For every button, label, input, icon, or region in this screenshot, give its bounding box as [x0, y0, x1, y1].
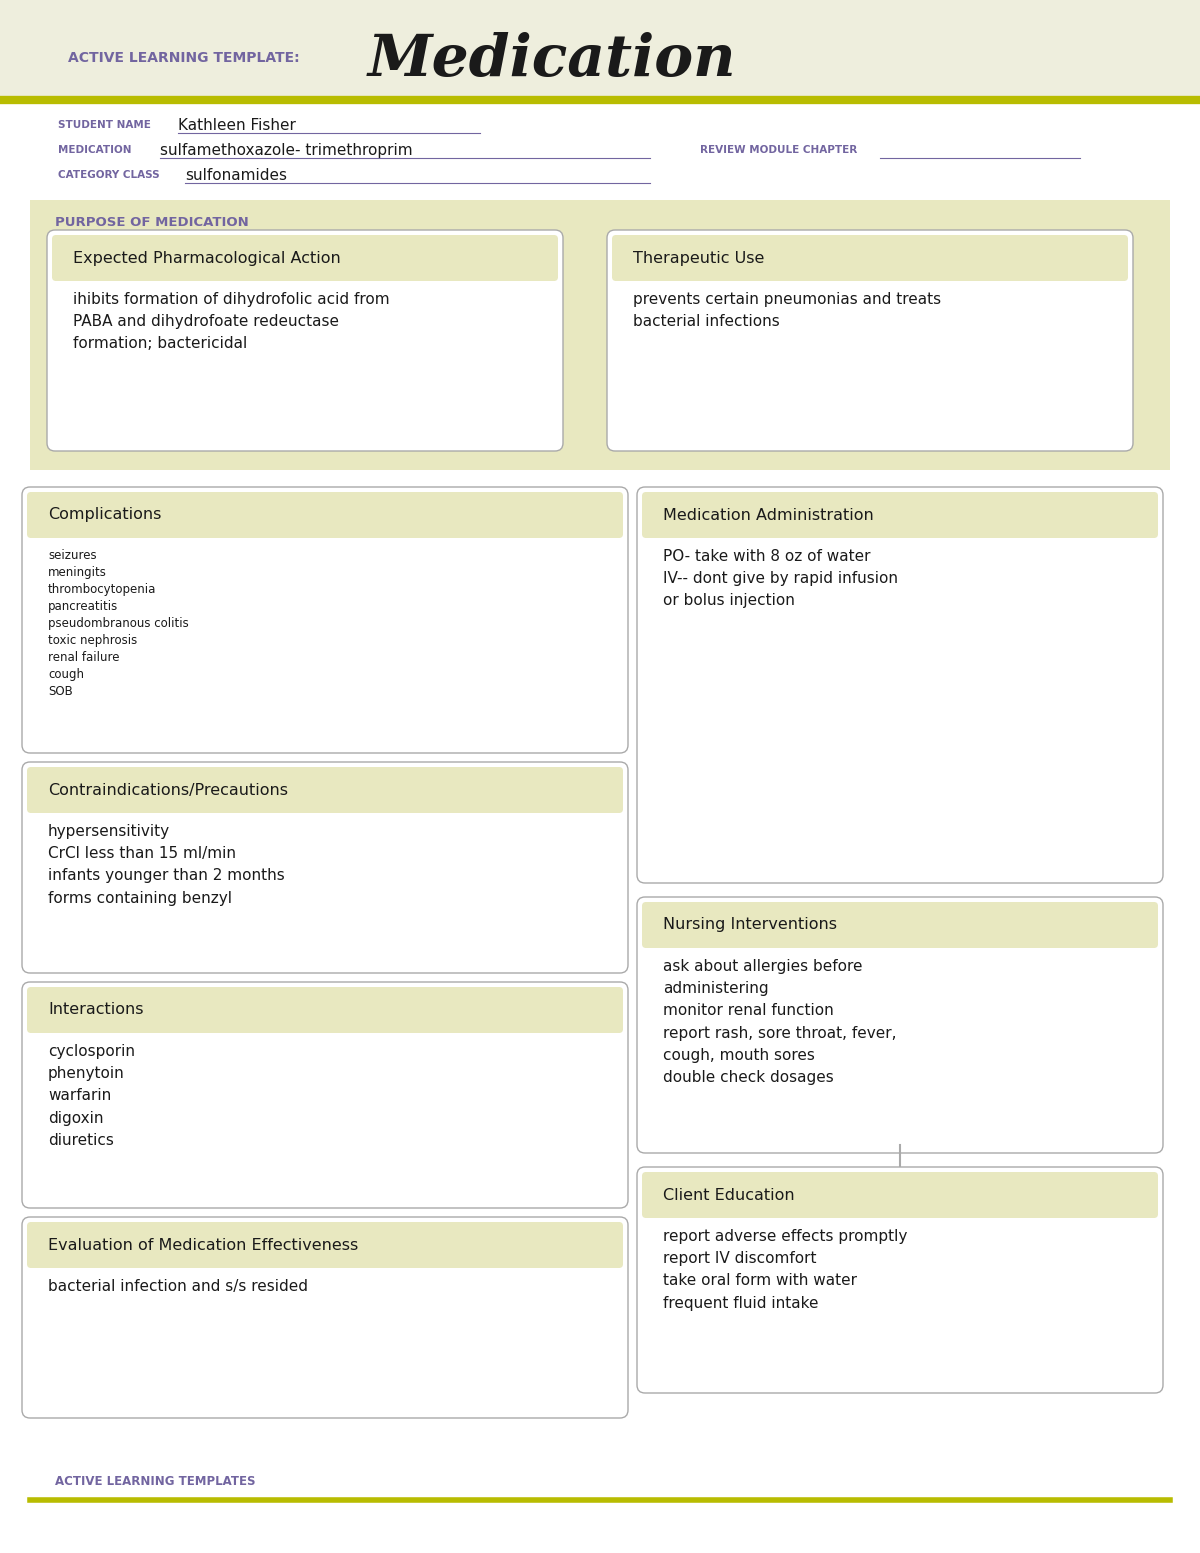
- Text: prevents certain pneumonias and treats
bacterial infections: prevents certain pneumonias and treats b…: [634, 292, 941, 329]
- FancyBboxPatch shape: [607, 230, 1133, 450]
- Text: MEDICATION: MEDICATION: [58, 144, 132, 155]
- Text: Evaluation of Medication Effectiveness: Evaluation of Medication Effectiveness: [48, 1238, 359, 1253]
- Text: Nursing Interventions: Nursing Interventions: [662, 918, 838, 932]
- Text: sulfamethoxazole- trimethroprim: sulfamethoxazole- trimethroprim: [160, 143, 413, 157]
- FancyBboxPatch shape: [637, 898, 1163, 1152]
- Text: Interactions: Interactions: [48, 1003, 144, 1017]
- FancyBboxPatch shape: [642, 1173, 1158, 1218]
- Text: Contraindications/Precautions: Contraindications/Precautions: [48, 783, 288, 798]
- Polygon shape: [30, 200, 1170, 471]
- FancyBboxPatch shape: [47, 230, 563, 450]
- FancyBboxPatch shape: [642, 902, 1158, 947]
- Text: report adverse effects promptly
report IV discomfort
take oral form with water
f: report adverse effects promptly report I…: [662, 1228, 907, 1311]
- Text: Medication Administration: Medication Administration: [662, 508, 874, 522]
- FancyBboxPatch shape: [22, 1218, 628, 1418]
- Text: bacterial infection and s/s resided: bacterial infection and s/s resided: [48, 1280, 308, 1294]
- Polygon shape: [0, 0, 1200, 99]
- Text: CATEGORY CLASS: CATEGORY CLASS: [58, 169, 160, 180]
- FancyBboxPatch shape: [22, 488, 628, 753]
- Text: Therapeutic Use: Therapeutic Use: [634, 250, 764, 266]
- FancyBboxPatch shape: [22, 763, 628, 974]
- Text: ihibits formation of dihydrofolic acid from
PABA and dihydrofoate redeuctase
for: ihibits formation of dihydrofolic acid f…: [73, 292, 390, 351]
- Text: REVIEW MODULE CHAPTER: REVIEW MODULE CHAPTER: [700, 144, 857, 155]
- FancyBboxPatch shape: [28, 492, 623, 537]
- Text: Kathleen Fisher: Kathleen Fisher: [178, 118, 296, 132]
- Text: seizures
meningits
thrombocytopenia
pancreatitis
pseudombranous colitis
toxic ne: seizures meningits thrombocytopenia panc…: [48, 550, 188, 697]
- Text: sulfonamides: sulfonamides: [185, 168, 287, 183]
- Text: cyclosporin
phenytoin
warfarin
digoxin
diuretics: cyclosporin phenytoin warfarin digoxin d…: [48, 1044, 134, 1148]
- FancyBboxPatch shape: [612, 235, 1128, 281]
- Text: ACTIVE LEARNING TEMPLATE:: ACTIVE LEARNING TEMPLATE:: [68, 51, 300, 65]
- Text: Client Education: Client Education: [662, 1188, 794, 1202]
- FancyBboxPatch shape: [22, 981, 628, 1208]
- FancyBboxPatch shape: [642, 492, 1158, 537]
- FancyBboxPatch shape: [52, 235, 558, 281]
- Text: Medication: Medication: [368, 31, 737, 89]
- FancyBboxPatch shape: [28, 988, 623, 1033]
- Text: PURPOSE OF MEDICATION: PURPOSE OF MEDICATION: [55, 216, 248, 228]
- Text: PO- take with 8 oz of water
IV-- dont give by rapid infusion
or bolus injection: PO- take with 8 oz of water IV-- dont gi…: [662, 550, 898, 609]
- Text: Complications: Complications: [48, 508, 161, 522]
- FancyBboxPatch shape: [28, 767, 623, 814]
- FancyBboxPatch shape: [637, 488, 1163, 884]
- Text: STUDENT NAME: STUDENT NAME: [58, 120, 151, 130]
- Text: Expected Pharmacological Action: Expected Pharmacological Action: [73, 250, 341, 266]
- Text: ACTIVE LEARNING TEMPLATES: ACTIVE LEARNING TEMPLATES: [55, 1475, 256, 1488]
- FancyBboxPatch shape: [637, 1166, 1163, 1393]
- Text: hypersensitivity
CrCl less than 15 ml/min
infants younger than 2 months
forms co: hypersensitivity CrCl less than 15 ml/mi…: [48, 825, 284, 905]
- FancyBboxPatch shape: [28, 1222, 623, 1267]
- Text: ask about allergies before
administering
monitor renal function
report rash, sor: ask about allergies before administering…: [662, 960, 896, 1086]
